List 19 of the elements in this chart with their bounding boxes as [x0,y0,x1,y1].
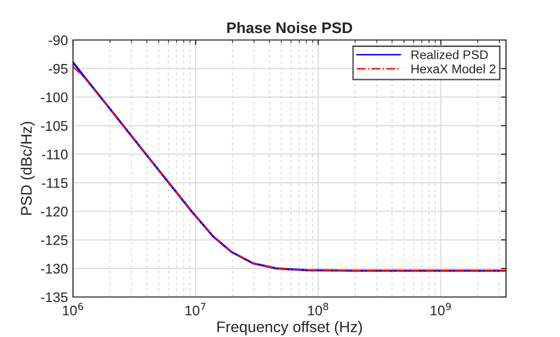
legend-label: HexaX Model 2 [412,64,496,74]
y-tick-label: -125 [40,235,68,246]
y-tick-label: -120 [40,206,68,217]
y-tick-label: -100 [40,92,68,102]
y-tick-label: -130 [40,264,68,274]
x-tick-label: 10$^{7}$ [186,302,206,316]
y-tick-label: -115 [42,178,68,188]
x-tick-label: 10$^{9}$ [430,302,451,316]
chart-title: Phase Noise PSD [227,22,352,34]
legend-label: Realized PSD [412,50,488,60]
x-axis-title: Frequency offset (Hz) [217,321,362,336]
y-axis-title: PSD (dBc/Hz) [20,122,35,215]
y-tick-label: -135 [40,292,68,302]
x-tick-label: 10$^{6}$ [62,302,84,316]
x-tick-label: 10$^{8}$ [308,302,328,316]
y-tick-label: -105 [40,121,68,131]
y-tick-label: -110 [42,150,68,160]
y-tick-label: -95 [48,64,68,74]
y-tick-label: -90 [48,35,68,46]
